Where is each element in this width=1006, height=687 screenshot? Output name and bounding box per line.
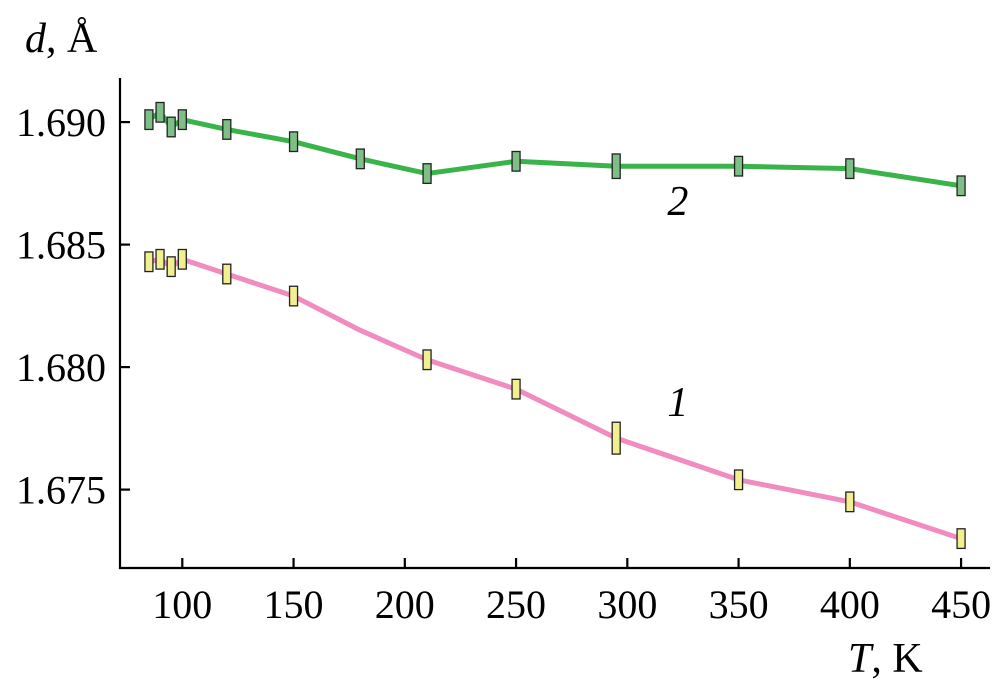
x-ticks: 100 150 200 250 300 350 400 450 [152, 558, 991, 627]
series-1: 1 [144, 248, 966, 550]
error-bar [956, 175, 966, 197]
x-tick-label: 100 [152, 582, 212, 627]
error-bar [155, 101, 165, 123]
error-bar [177, 248, 187, 270]
error-bar [956, 528, 966, 550]
y-axis-variable: d [25, 16, 47, 62]
y-axis-unit: , Å [46, 16, 98, 62]
y-tick-label: 1.675 [16, 468, 106, 513]
error-bar [511, 150, 521, 172]
error-bar [166, 116, 176, 138]
error-bar [222, 119, 232, 140]
series-label-2: 2 [667, 179, 688, 225]
y-tick-label: 1.680 [16, 345, 106, 390]
y-axis-title: d, Å [25, 16, 98, 62]
series-2: 2 [144, 101, 966, 225]
error-bar [422, 163, 432, 185]
x-tick-label: 150 [264, 582, 324, 627]
x-axis-title: T, K [848, 636, 923, 682]
y-tick-label: 1.690 [16, 100, 106, 145]
x-tick-label: 350 [709, 582, 769, 627]
error-bar [422, 349, 432, 371]
error-bar [611, 421, 621, 455]
x-tick-label: 200 [375, 582, 435, 627]
error-bar [845, 491, 855, 513]
axes [118, 78, 990, 570]
error-bar [155, 248, 165, 270]
error-bar [511, 378, 521, 400]
error-bar [733, 155, 744, 177]
error-bar [222, 263, 232, 285]
series-line-1 [146, 256, 964, 542]
axis-frame [118, 78, 990, 570]
error-bar [733, 469, 744, 491]
x-tick-label: 400 [820, 582, 880, 627]
error-bar [288, 131, 299, 153]
error-bar [355, 148, 365, 170]
y-tick-label: 1.685 [16, 223, 106, 268]
series-label-1: 1 [667, 380, 688, 426]
x-tick-label: 450 [931, 582, 991, 627]
y-ticks: 1.675 1.680 1.685 1.690 [16, 100, 130, 513]
error-bar [144, 251, 154, 273]
error-bar [144, 109, 154, 131]
error-bar [845, 158, 855, 180]
series-line-2 [146, 109, 964, 189]
error-bar [611, 153, 621, 180]
x-tick-label: 300 [597, 582, 657, 627]
x-axis-variable: T [848, 636, 874, 682]
error-bar [177, 109, 187, 131]
error-bar [288, 285, 299, 307]
x-tick-label: 250 [486, 582, 546, 627]
x-axis-unit: , K [871, 636, 922, 682]
series-layer: 12 [144, 101, 966, 550]
error-bar [166, 256, 176, 278]
